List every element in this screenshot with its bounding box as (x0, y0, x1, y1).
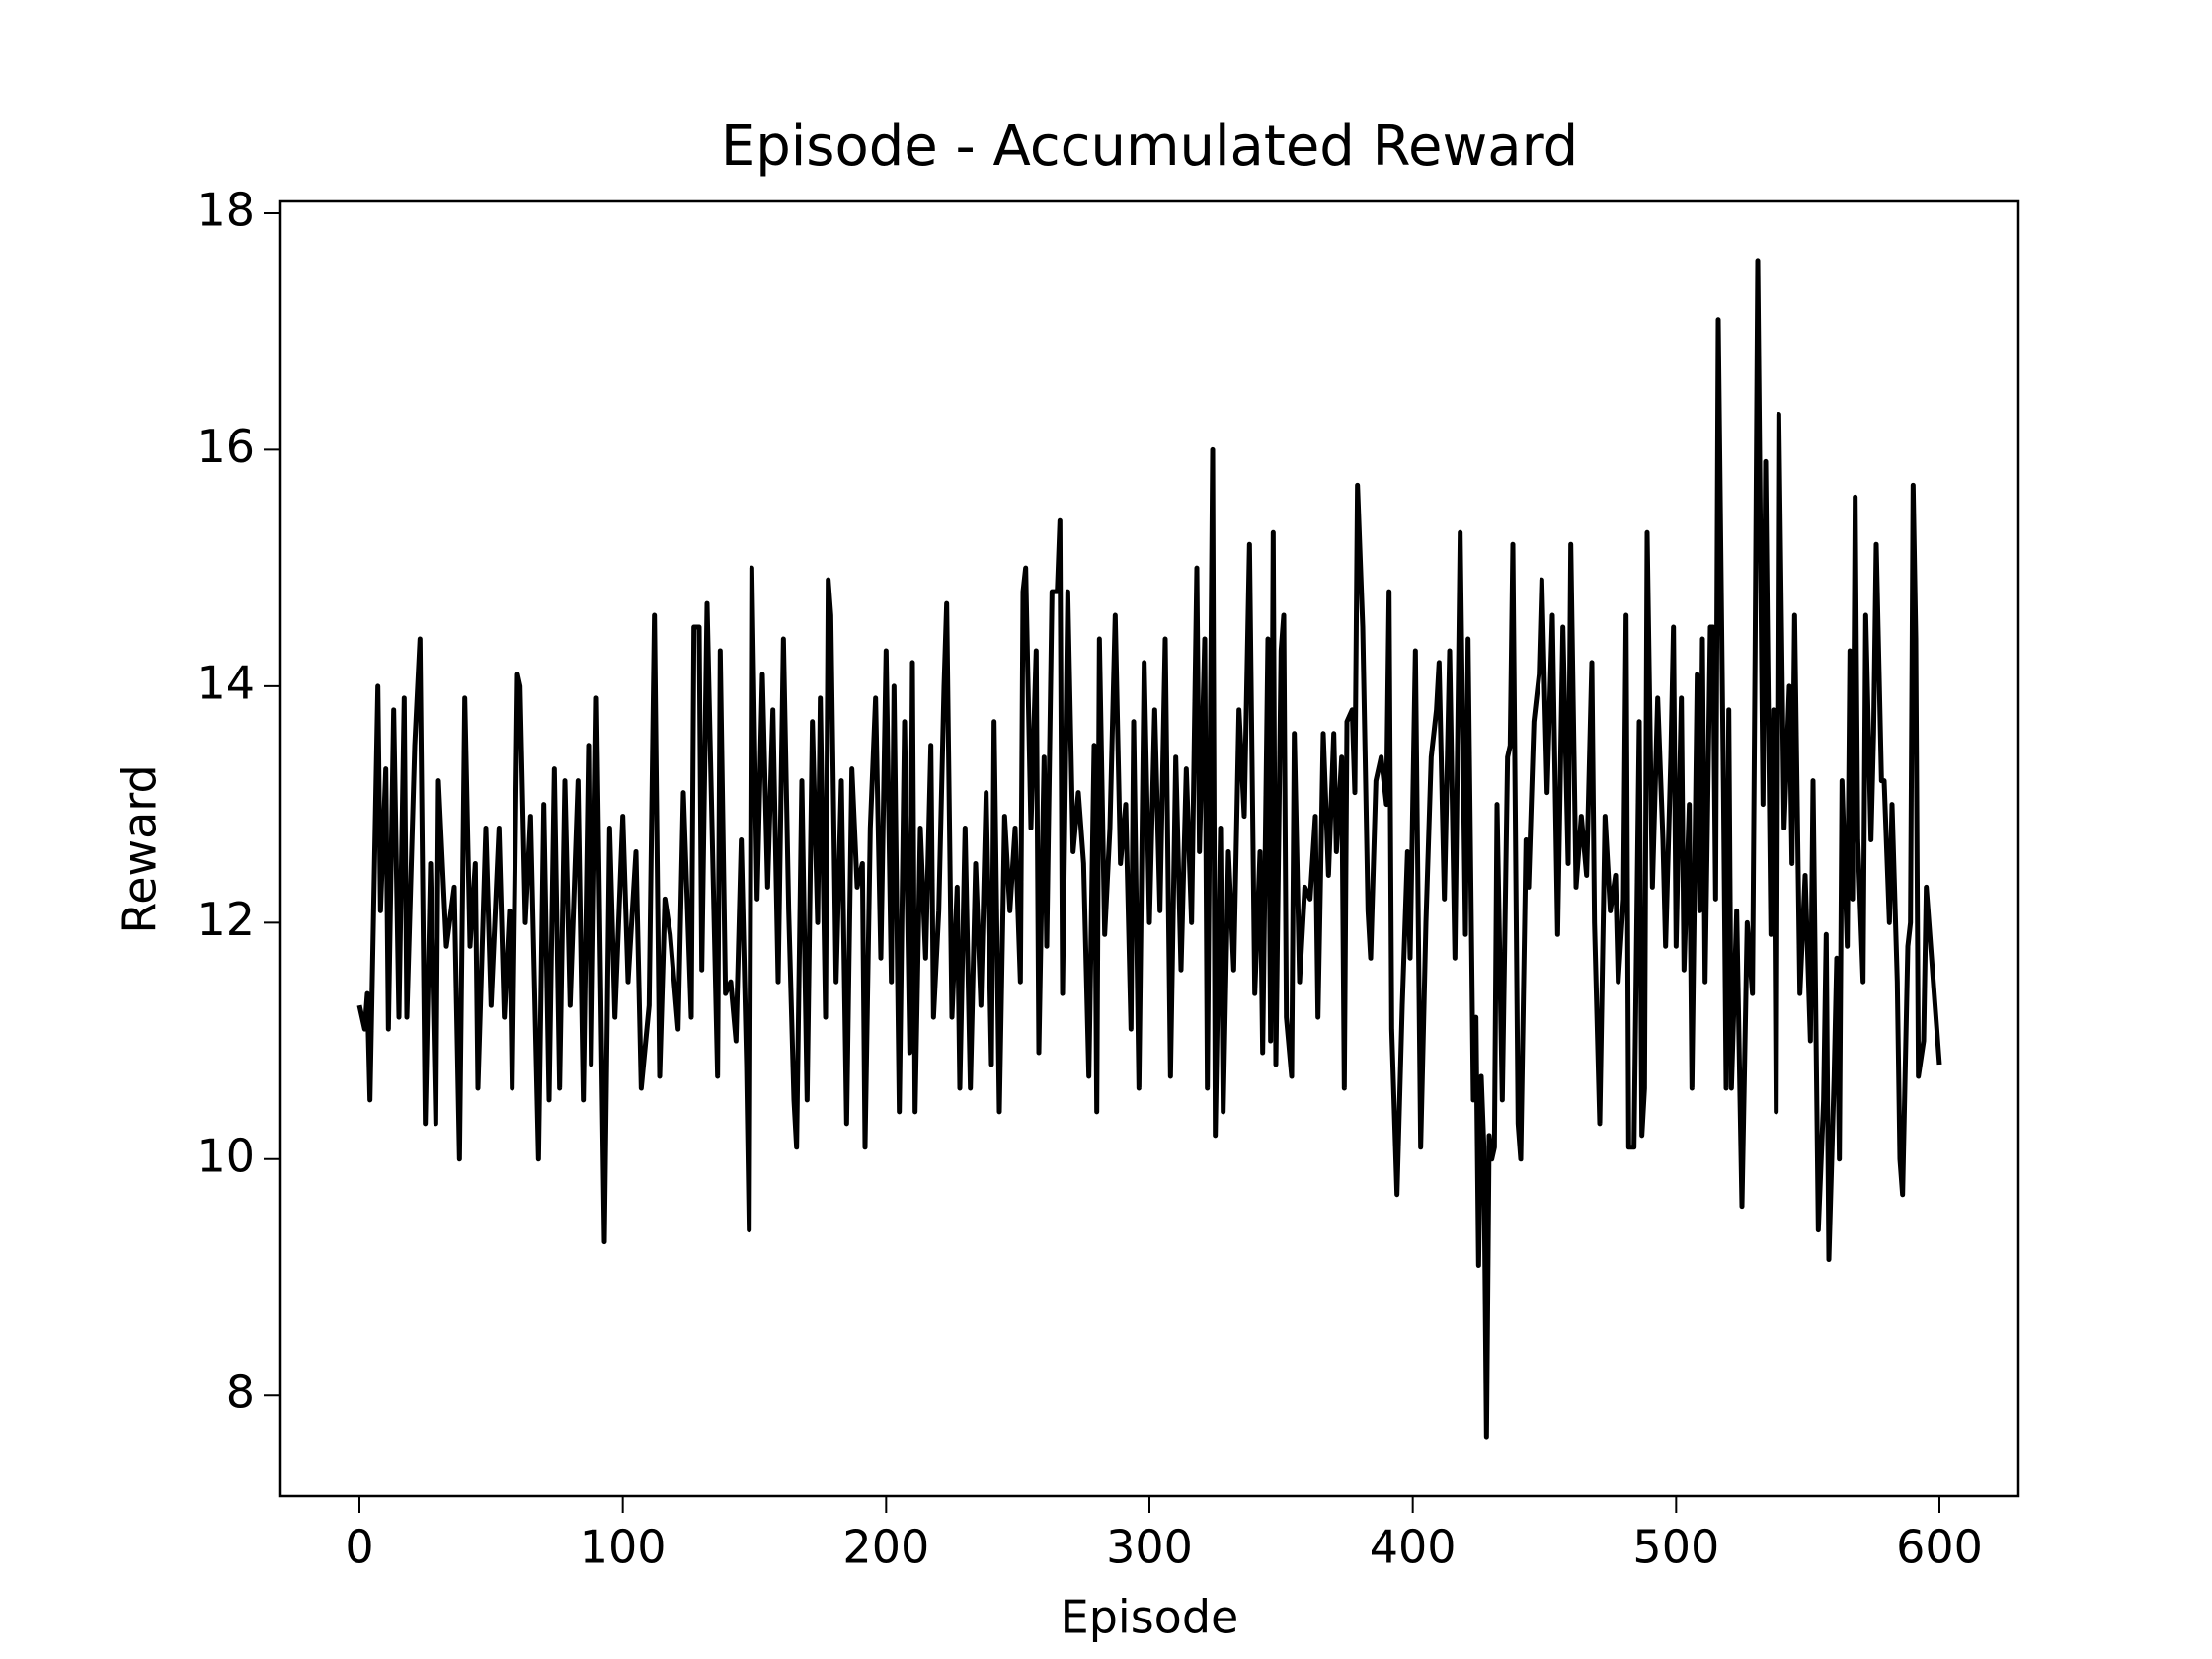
x-tick-label: 600 (1896, 1521, 1983, 1574)
y-tick-label: 16 (197, 420, 255, 473)
x-tick-label: 0 (345, 1521, 373, 1574)
y-tick-label: 12 (197, 893, 255, 946)
x-tick-label: 300 (1106, 1521, 1193, 1574)
y-tick-label: 8 (226, 1366, 255, 1419)
x-axis-label: Episode (1061, 1591, 1239, 1644)
plot-frame (278, 199, 2020, 1498)
x-tick-label: 400 (1370, 1521, 1457, 1574)
data-line (356, 258, 1942, 1440)
y-axis-label: Reward (114, 764, 167, 933)
chart-title: Episode - Accumulated Reward (721, 115, 1578, 179)
y-tick-label: 18 (197, 183, 255, 236)
y-tick-label: 10 (197, 1129, 255, 1182)
x-tick-label: 200 (842, 1521, 929, 1574)
x-tick-label: 500 (1632, 1521, 1719, 1574)
x-tick-label: 100 (580, 1521, 667, 1574)
y-tick-label: 14 (197, 656, 255, 709)
